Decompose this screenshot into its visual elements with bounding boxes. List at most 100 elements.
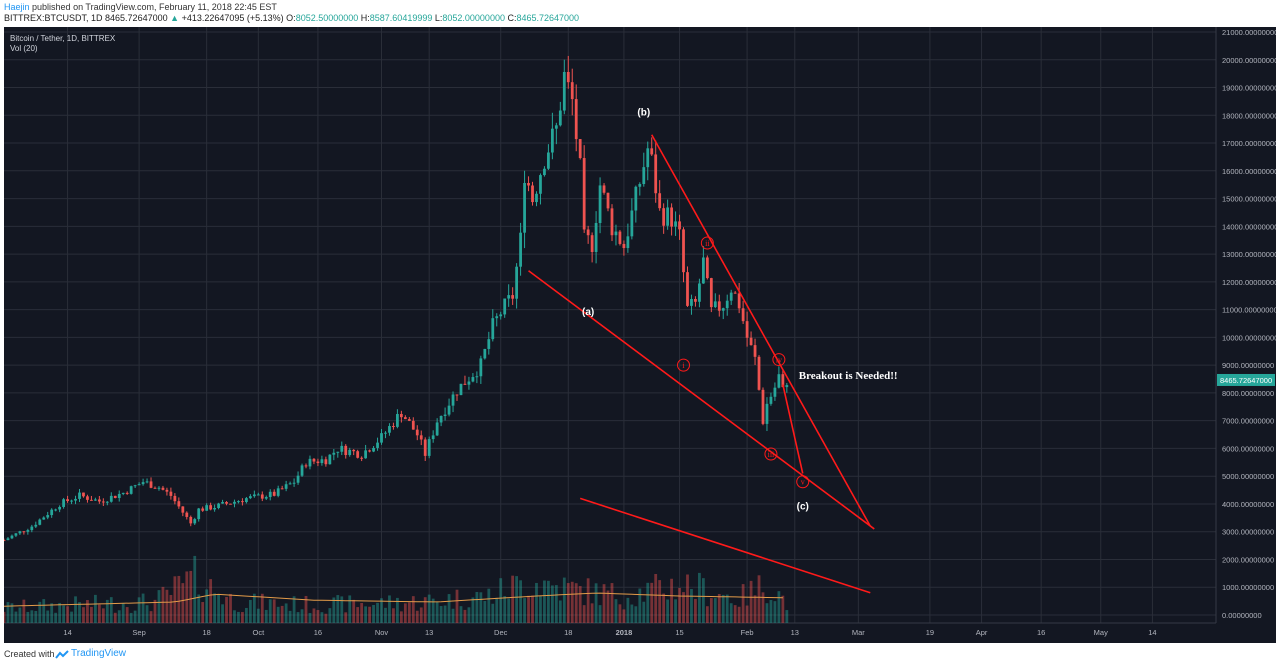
x-tick-label: 16 bbox=[1037, 628, 1045, 637]
candle-body bbox=[213, 507, 217, 510]
volume-bar bbox=[320, 612, 324, 623]
trend-line bbox=[579, 497, 871, 594]
volume-bar bbox=[221, 604, 224, 623]
candle-body bbox=[566, 71, 570, 83]
volume-bar bbox=[610, 583, 614, 623]
volume-bar bbox=[519, 580, 522, 623]
candle-body bbox=[78, 492, 81, 499]
volume-bar bbox=[539, 596, 542, 623]
candle-body bbox=[614, 231, 618, 236]
candle-body bbox=[125, 492, 129, 494]
candle-body bbox=[97, 499, 101, 502]
volume-bar bbox=[256, 608, 260, 623]
candle-body bbox=[149, 481, 153, 488]
y-tick-label: 2000.00000000 bbox=[1222, 555, 1274, 564]
volume-bar bbox=[682, 592, 685, 623]
volume-bar bbox=[109, 597, 113, 623]
wave-label: iii bbox=[768, 450, 775, 459]
candle-body bbox=[622, 243, 626, 249]
chart-pane[interactable]: 21000.00000000 20000.00000000 19000.000000… bbox=[4, 27, 1276, 643]
volume-bar bbox=[626, 597, 630, 623]
volume-bar bbox=[455, 589, 459, 623]
volume-bar bbox=[169, 594, 173, 623]
volume-bar bbox=[642, 601, 646, 623]
volume-bar bbox=[467, 607, 471, 623]
volume-bar bbox=[554, 585, 558, 623]
volume-bar bbox=[431, 598, 435, 623]
volume-bar bbox=[54, 612, 58, 623]
candle-body bbox=[209, 505, 213, 510]
candle-body bbox=[650, 148, 654, 155]
volume-bar bbox=[721, 594, 725, 623]
change-value: +413.22647095 (+5.13%) bbox=[181, 13, 284, 23]
candle-body bbox=[161, 487, 165, 490]
candle-body bbox=[66, 499, 69, 502]
candle-body bbox=[82, 492, 85, 497]
x-tick-label: 13 bbox=[425, 628, 433, 637]
volume-bar bbox=[137, 597, 141, 623]
candle-body bbox=[459, 383, 463, 396]
volume-bar bbox=[407, 602, 411, 623]
candle-body bbox=[447, 405, 451, 415]
candle-body bbox=[14, 533, 18, 536]
volume-bar bbox=[276, 606, 280, 623]
volume-bar bbox=[523, 598, 526, 623]
candle-body bbox=[527, 182, 530, 186]
wave-label-circle bbox=[700, 236, 714, 250]
volume-bar bbox=[678, 587, 681, 623]
candle-body bbox=[189, 516, 193, 524]
annotation-note: Breakout is Needed!! bbox=[799, 370, 898, 382]
candle-body bbox=[380, 433, 383, 443]
volume-bar bbox=[487, 588, 491, 623]
candle-body bbox=[654, 154, 658, 194]
candle-body bbox=[58, 506, 62, 510]
volume-bar bbox=[396, 597, 399, 623]
candle-body bbox=[117, 493, 121, 498]
wave-label: v bbox=[801, 478, 805, 487]
candle-body bbox=[761, 389, 765, 424]
candle-body bbox=[74, 498, 77, 501]
volume-bar bbox=[161, 586, 165, 623]
candle-body bbox=[86, 496, 89, 500]
volume-bar bbox=[82, 607, 85, 623]
volume-bar bbox=[781, 595, 785, 623]
volume-bar bbox=[101, 608, 105, 623]
candle-body bbox=[90, 499, 93, 501]
volume-bar bbox=[14, 611, 18, 623]
candle-body bbox=[785, 385, 789, 388]
wave-label: iv bbox=[776, 356, 782, 365]
candle-body bbox=[682, 229, 685, 273]
candle-body bbox=[336, 451, 340, 453]
low-value: 8052.00000000 bbox=[442, 13, 505, 23]
candle-body bbox=[46, 515, 50, 518]
volume-bar bbox=[245, 607, 248, 623]
footer: Created with TradingView bbox=[0, 645, 1280, 665]
candle-body bbox=[113, 495, 117, 498]
volume-bar bbox=[121, 603, 125, 623]
candle-body bbox=[388, 426, 391, 433]
candle-body bbox=[638, 184, 642, 187]
x-tick-label: 18 bbox=[202, 628, 210, 637]
volume-bar bbox=[399, 611, 403, 623]
volume-bar bbox=[38, 601, 42, 623]
volume-bar bbox=[690, 589, 693, 623]
published-text: published on TradingView.com, February 1… bbox=[32, 2, 277, 12]
volume-bar bbox=[658, 580, 662, 623]
candle-body bbox=[352, 449, 356, 452]
candle-body bbox=[479, 358, 483, 377]
candle-body bbox=[316, 461, 320, 464]
x-tick-label: Dec bbox=[494, 628, 508, 637]
candle-body bbox=[741, 308, 745, 322]
candle-body bbox=[773, 387, 777, 397]
candle-body bbox=[427, 439, 431, 456]
tradingview-brand[interactable]: TradingView bbox=[71, 648, 127, 659]
volume-bar bbox=[757, 575, 761, 623]
volume-bar bbox=[479, 592, 483, 623]
candle-body bbox=[602, 185, 606, 193]
volume-bar bbox=[618, 604, 622, 623]
volume-bar bbox=[201, 602, 205, 623]
volume-bar bbox=[773, 601, 777, 623]
author-link[interactable]: Haejin bbox=[4, 2, 30, 12]
candle-body bbox=[252, 494, 256, 497]
price-chart[interactable]: 21000.00000000 20000.00000000 19000.000000… bbox=[4, 27, 1276, 643]
